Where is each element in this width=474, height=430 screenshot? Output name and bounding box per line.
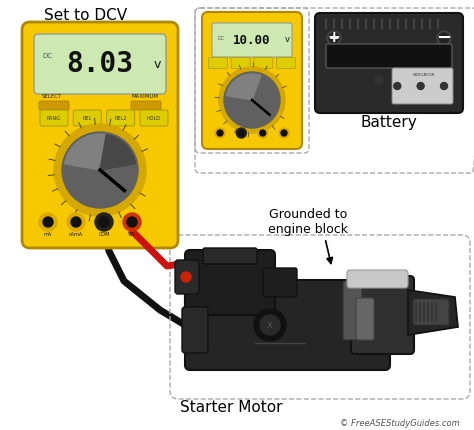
Circle shape <box>260 315 280 335</box>
FancyBboxPatch shape <box>131 101 161 110</box>
Circle shape <box>127 217 137 227</box>
Circle shape <box>123 213 141 231</box>
Circle shape <box>394 83 401 89</box>
FancyBboxPatch shape <box>39 101 69 110</box>
Text: 10.00: 10.00 <box>233 34 271 46</box>
FancyBboxPatch shape <box>22 22 178 248</box>
Text: cAmA: cAmA <box>69 231 83 236</box>
Circle shape <box>39 213 57 231</box>
Text: +: + <box>328 31 339 44</box>
Circle shape <box>327 31 341 45</box>
Text: v: v <box>285 36 290 44</box>
Text: Set to DCV: Set to DCV <box>45 9 128 24</box>
Text: Starter Motor: Starter Motor <box>180 399 283 415</box>
Text: v: v <box>154 58 161 71</box>
FancyBboxPatch shape <box>185 250 275 315</box>
FancyBboxPatch shape <box>276 58 295 68</box>
Text: REL: REL <box>82 116 92 120</box>
Text: Battery: Battery <box>361 114 418 129</box>
FancyBboxPatch shape <box>343 281 362 340</box>
FancyBboxPatch shape <box>231 58 250 68</box>
Text: 8.03: 8.03 <box>66 50 134 78</box>
Circle shape <box>181 272 191 282</box>
FancyBboxPatch shape <box>182 307 208 353</box>
Circle shape <box>224 72 280 128</box>
Text: mA: mA <box>44 231 52 236</box>
Text: © FreeASEStudyGuides.com: © FreeASEStudyGuides.com <box>340 418 460 427</box>
Circle shape <box>440 83 447 89</box>
Text: COM: COM <box>98 231 109 236</box>
FancyBboxPatch shape <box>263 268 297 297</box>
FancyBboxPatch shape <box>254 58 273 68</box>
FancyBboxPatch shape <box>107 110 135 126</box>
Text: +: + <box>328 31 340 46</box>
FancyBboxPatch shape <box>347 270 408 288</box>
FancyBboxPatch shape <box>73 110 101 126</box>
FancyBboxPatch shape <box>392 68 453 104</box>
Wedge shape <box>227 74 261 100</box>
Circle shape <box>439 33 449 43</box>
FancyBboxPatch shape <box>203 248 257 264</box>
Text: VΩ: VΩ <box>128 231 136 236</box>
Circle shape <box>237 128 246 138</box>
Circle shape <box>217 130 223 136</box>
Text: −: − <box>437 29 452 47</box>
Text: RANG: RANG <box>47 116 61 120</box>
FancyBboxPatch shape <box>413 299 449 325</box>
FancyBboxPatch shape <box>198 273 228 287</box>
Text: DC: DC <box>218 36 225 41</box>
Circle shape <box>437 31 451 45</box>
Text: HOLD: HOLD <box>147 116 161 120</box>
FancyBboxPatch shape <box>40 110 68 126</box>
Circle shape <box>260 130 265 136</box>
Circle shape <box>279 128 289 138</box>
FancyBboxPatch shape <box>140 110 168 126</box>
FancyBboxPatch shape <box>326 44 452 68</box>
Circle shape <box>329 33 339 43</box>
FancyBboxPatch shape <box>175 260 199 294</box>
Wedge shape <box>100 135 136 170</box>
Text: REL2: REL2 <box>115 116 127 120</box>
Circle shape <box>375 76 383 84</box>
Circle shape <box>54 124 146 216</box>
FancyBboxPatch shape <box>185 280 390 370</box>
Circle shape <box>43 217 53 227</box>
Wedge shape <box>64 134 106 170</box>
Circle shape <box>254 309 286 341</box>
Text: INDICATOR: INDICATOR <box>412 73 435 77</box>
FancyBboxPatch shape <box>209 58 228 68</box>
Circle shape <box>219 67 285 133</box>
FancyBboxPatch shape <box>356 298 374 340</box>
Circle shape <box>99 217 109 227</box>
Circle shape <box>281 130 287 136</box>
FancyBboxPatch shape <box>34 34 166 94</box>
Circle shape <box>417 83 424 89</box>
Circle shape <box>258 128 268 138</box>
FancyBboxPatch shape <box>315 13 463 113</box>
FancyBboxPatch shape <box>202 12 302 149</box>
Text: −: − <box>438 31 450 46</box>
Text: SELECT: SELECT <box>42 94 62 99</box>
Text: x: x <box>267 320 273 330</box>
Circle shape <box>71 217 81 227</box>
Circle shape <box>215 128 225 138</box>
Circle shape <box>62 132 138 208</box>
Text: DC: DC <box>42 53 52 59</box>
FancyBboxPatch shape <box>212 23 292 57</box>
Text: MAXIMUM: MAXIMUM <box>132 94 159 99</box>
Circle shape <box>238 130 244 136</box>
Polygon shape <box>408 290 458 335</box>
Circle shape <box>95 213 113 231</box>
Text: Grounded to
engine block: Grounded to engine block <box>268 208 348 236</box>
Circle shape <box>67 213 85 231</box>
FancyBboxPatch shape <box>351 276 414 354</box>
